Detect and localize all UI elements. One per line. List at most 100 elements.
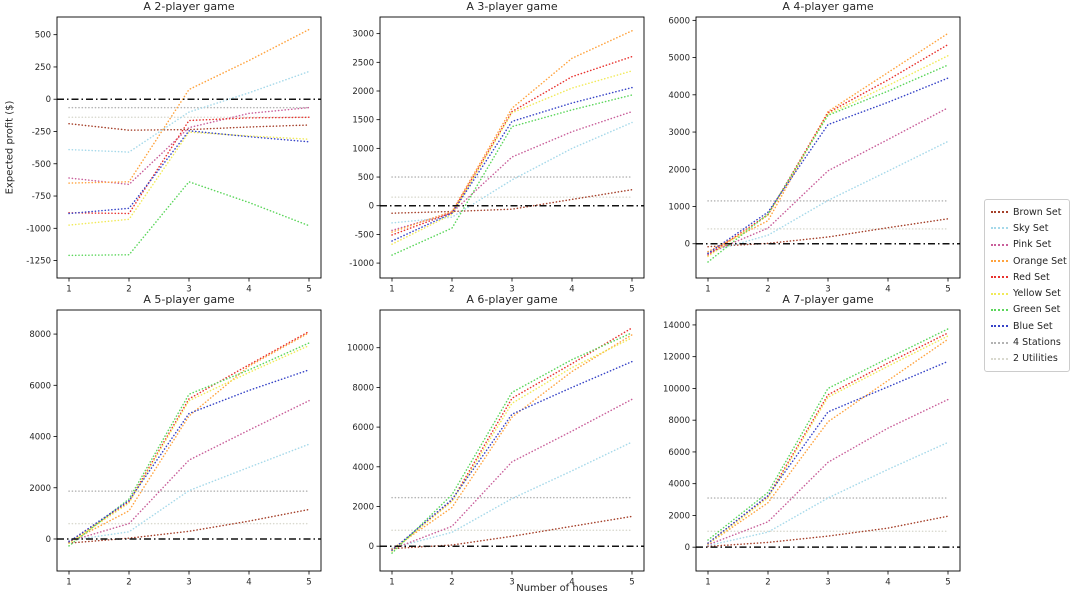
legend-swatch-green-set: [991, 308, 1008, 311]
legend-label: 4 Stations: [1013, 337, 1061, 349]
svg-text:3: 3: [509, 285, 514, 295]
subplot-title: A 3-player game: [466, 0, 558, 13]
subplot-5-player: A 5-player game 8000 6000 4000 2000 0 1 2 3 4 5: [7, 293, 329, 593]
svg-text:5: 5: [306, 285, 311, 295]
svg-text:12000: 12000: [663, 353, 690, 363]
svg-text:2000: 2000: [668, 165, 690, 175]
subplot-7-player: A 7-player game 14000 12000 10000 8000 6000 4…: [646, 293, 968, 593]
svg-text:500: 500: [358, 173, 374, 183]
svg-text:2500: 2500: [352, 58, 374, 68]
svg-text:3000: 3000: [352, 30, 374, 40]
svg-text:2: 2: [765, 578, 770, 588]
svg-text:5: 5: [629, 578, 634, 588]
svg-text:2: 2: [765, 285, 770, 295]
svg-text:1: 1: [66, 285, 71, 295]
legend-item: Yellow Set: [991, 285, 1063, 301]
svg-text:8000: 8000: [352, 383, 374, 393]
legend: Brown Set Sky Set Pink Set Orange Set Red Se…: [984, 199, 1070, 372]
legend-swatch-4-stations: [991, 341, 1008, 344]
svg-text:3: 3: [825, 578, 830, 588]
svg-text:2000: 2000: [668, 511, 690, 521]
svg-text:14000: 14000: [663, 321, 690, 331]
svg-text:-500: -500: [32, 160, 51, 170]
legend-swatch-red-set: [991, 276, 1008, 279]
subplot-title: A 2-player game: [143, 0, 235, 13]
chart-canvas-5-player: 8000 6000 4000 2000 0 1 2 3 4 5: [29, 309, 322, 588]
svg-text:4: 4: [246, 285, 251, 295]
svg-text:2000: 2000: [352, 502, 374, 512]
svg-text:1: 1: [389, 578, 394, 588]
svg-text:0: 0: [369, 542, 374, 552]
svg-text:1000: 1000: [668, 203, 690, 213]
svg-text:3: 3: [825, 285, 830, 295]
legend-item: Red Set: [991, 269, 1063, 285]
svg-text:3000: 3000: [668, 128, 690, 138]
svg-text:4000: 4000: [29, 433, 51, 443]
legend-label: Sky Set: [1013, 222, 1049, 234]
legend-item: 4 Stations: [991, 334, 1063, 350]
legend-label: Brown Set: [1013, 206, 1062, 218]
svg-text:4: 4: [569, 285, 574, 295]
x-axis-label: Number of houses: [516, 583, 608, 594]
svg-text:4: 4: [885, 285, 890, 295]
chart-canvas-6-player: 10000 8000 6000 4000 2000 0 1 2 3 4 5: [347, 309, 645, 588]
svg-text:0: 0: [46, 535, 51, 545]
subplot-6-player: A 6-player game 10000 8000 6000 4000 2000 0 1 2…: [330, 293, 652, 593]
svg-text:4000: 4000: [352, 463, 374, 473]
svg-text:-250: -250: [32, 127, 51, 137]
legend-item: 2 Utilities: [991, 351, 1063, 367]
svg-text:5: 5: [306, 578, 311, 588]
legend-swatch-orange-set: [991, 260, 1008, 263]
svg-text:1: 1: [66, 578, 71, 588]
legend-label: Yellow Set: [1013, 288, 1061, 300]
svg-text:3: 3: [186, 578, 191, 588]
svg-text:4000: 4000: [668, 480, 690, 490]
legend-swatch-blue-set: [991, 325, 1008, 328]
svg-text:1500: 1500: [352, 116, 374, 126]
svg-text:10000: 10000: [663, 384, 690, 394]
svg-text:1: 1: [389, 285, 394, 295]
svg-text:0: 0: [685, 240, 690, 250]
svg-text:3: 3: [186, 285, 191, 295]
legend-label: Red Set: [1013, 271, 1050, 283]
svg-text:5: 5: [629, 285, 634, 295]
legend-label: Blue Set: [1013, 320, 1053, 332]
legend-swatch-2-utilities: [991, 357, 1008, 360]
svg-text:6000: 6000: [668, 448, 690, 458]
svg-text:5000: 5000: [668, 54, 690, 64]
svg-text:-1000: -1000: [26, 224, 51, 234]
chart-canvas-7-player: 14000 12000 10000 8000 6000 4000 2000 0 1 2 3 4 5: [663, 309, 961, 588]
subplot-4-player: A 4-player game 6000 5000 4000 3000 2000 1000…: [646, 0, 968, 300]
legend-item: Brown Set: [991, 204, 1063, 220]
subplot-title: A 5-player game: [143, 293, 235, 306]
svg-text:500: 500: [35, 31, 51, 41]
svg-text:2000: 2000: [352, 87, 374, 97]
chart-canvas-4-player: 6000 5000 4000 3000 2000 1000 0 1 2 3 4 5: [668, 16, 961, 295]
svg-text:-1000: -1000: [349, 259, 374, 269]
svg-text:4: 4: [569, 578, 574, 588]
svg-text:2: 2: [126, 578, 131, 588]
svg-text:3: 3: [509, 578, 514, 588]
chart-canvas-3-player: 3000 2500 2000 1500 1000 500 0 -500 -1000 1 2 3 4 5: [349, 16, 645, 295]
svg-text:4000: 4000: [668, 91, 690, 101]
chart-canvas-2-player: 500 250 0 -250 -500 -750 -1000 -1250 1 2 3 4 5: [26, 16, 322, 295]
svg-text:0: 0: [369, 202, 374, 212]
legend-swatch-yellow-set: [991, 292, 1008, 295]
svg-text:-750: -750: [32, 192, 51, 202]
svg-text:5: 5: [945, 578, 950, 588]
svg-text:2: 2: [449, 578, 454, 588]
svg-text:0: 0: [46, 95, 51, 105]
svg-text:6000: 6000: [668, 16, 690, 26]
legend-item: Orange Set: [991, 253, 1067, 269]
subplot-2-player: A 2-player game 500 250 0 -250 -500 -750 -1000…: [7, 0, 329, 300]
svg-text:0: 0: [685, 543, 690, 553]
svg-text:1: 1: [705, 285, 710, 295]
svg-text:-1250: -1250: [26, 257, 51, 267]
legend-swatch-brown-set: [991, 211, 1008, 214]
legend-swatch-sky-set: [991, 227, 1008, 230]
legend-label: Green Set: [1013, 304, 1061, 316]
subplot-title: A 7-player game: [782, 293, 874, 306]
svg-text:10000: 10000: [347, 344, 374, 354]
legend-item: Sky Set: [991, 220, 1063, 236]
